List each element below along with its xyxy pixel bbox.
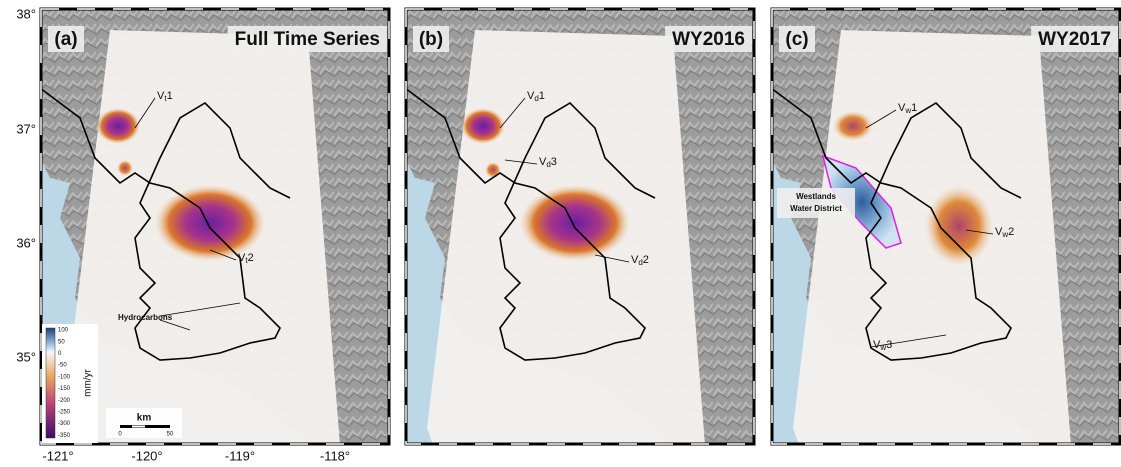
- note: Hydrocarbons: [118, 313, 173, 322]
- annotation-num: 2: [248, 252, 254, 264]
- deformation-zone: [96, 108, 140, 144]
- colorbar-tick: -300: [58, 421, 71, 427]
- latitude-label: 36°: [16, 235, 36, 250]
- deformation-zone: [155, 185, 265, 261]
- colorbar-tick: -50: [58, 363, 67, 369]
- panel-title: WY2017: [1038, 29, 1111, 50]
- colorbar-tick: -150: [58, 386, 71, 392]
- colorbar-tick: 50: [58, 339, 65, 345]
- panel-label: (c): [785, 29, 808, 50]
- deformation-zone: [925, 186, 993, 266]
- colorbar-tick: -200: [58, 398, 71, 404]
- page: {"panels": [ {"label": "(a)", "title": "…: [0, 0, 1121, 467]
- annotation-num: 1: [539, 90, 545, 102]
- note: Westlands: [796, 192, 836, 201]
- deformation-zone: [485, 162, 501, 178]
- latitude-label: 35°: [16, 349, 36, 364]
- panel-title: WY2016: [672, 29, 745, 50]
- figure: (a)Full Time SeriesVt1Vt2Hydrocarbons100…: [0, 0, 1121, 467]
- deformation-zone: [461, 108, 505, 144]
- scale-bar-half: [132, 426, 145, 428]
- deformation-zone: [833, 111, 873, 141]
- annotation-num: 2: [643, 254, 649, 266]
- panel-title: Full Time Series: [235, 29, 380, 50]
- deformation-zone: [520, 185, 630, 261]
- panel-label: (a): [54, 29, 77, 50]
- panel-label: (b): [419, 29, 443, 50]
- latitude-label: 38°: [16, 6, 36, 21]
- longitude-label: -121°: [42, 448, 73, 463]
- scale-bar-tick: 50: [167, 432, 174, 438]
- note: Water District: [790, 204, 842, 213]
- annotation-num: 3: [551, 156, 557, 168]
- annotation-num: 1: [911, 102, 917, 114]
- annotation-num: 1: [167, 90, 173, 102]
- colorbar-tick: -100: [58, 374, 71, 380]
- latitude-label: 37°: [16, 121, 36, 136]
- colorbar: [46, 328, 55, 438]
- colorbar-unit: mm/yr: [83, 368, 94, 396]
- deformation-zone: [117, 160, 133, 176]
- colorbar-tick: -250: [58, 409, 71, 415]
- longitude-label: -120°: [131, 448, 162, 463]
- longitude-label: -119°: [225, 448, 255, 463]
- colorbar-tick: 100: [58, 328, 69, 334]
- scale-bar-unit: km: [137, 413, 152, 424]
- annotation-num: 3: [886, 339, 892, 351]
- map-panel: (a)Full Time SeriesVt1Vt2Hydrocarbons100…: [40, 8, 390, 445]
- annotation-num: 2: [1008, 226, 1014, 238]
- longitude-label: -118°: [320, 448, 350, 463]
- colorbar-tick: -350: [58, 433, 71, 439]
